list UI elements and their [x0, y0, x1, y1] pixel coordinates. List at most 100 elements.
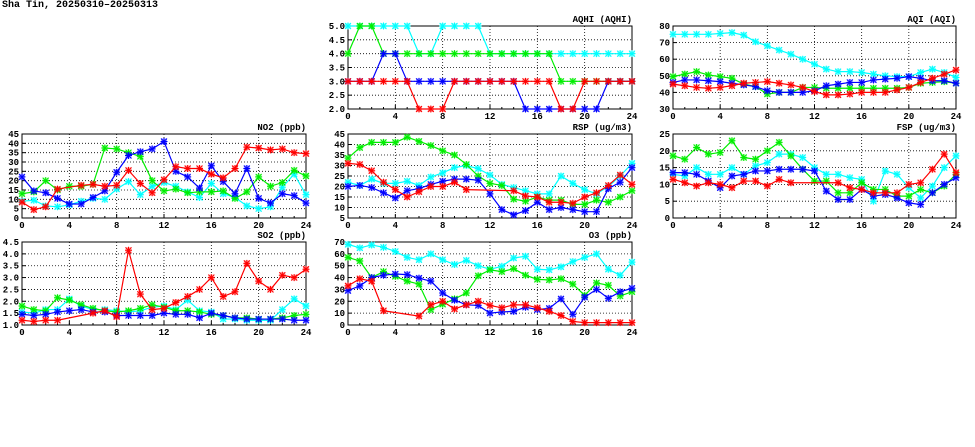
- chart-title: AQHI (AQHI): [573, 15, 632, 25]
- star-marker-icon: [498, 268, 506, 276]
- star-marker-icon: [593, 250, 600, 258]
- data-point: [858, 68, 866, 76]
- star-marker-icon: [557, 198, 565, 206]
- y-tick-label: 60: [334, 250, 345, 260]
- x-tick-label: 4: [67, 221, 73, 231]
- star-marker-icon: [704, 170, 712, 178]
- star-marker-icon: [498, 50, 506, 58]
- star-marker-icon: [763, 87, 771, 95]
- data-point: [628, 50, 636, 58]
- data-point: [439, 22, 447, 30]
- star-marker-icon: [302, 310, 310, 318]
- data-point: [243, 315, 251, 323]
- star-marker-icon: [834, 84, 842, 92]
- data-point: [54, 294, 61, 302]
- star-marker-icon: [681, 82, 689, 90]
- star-marker-icon: [148, 189, 156, 197]
- star-marker-icon: [593, 279, 600, 287]
- star-marker-icon: [427, 301, 435, 309]
- data-point: [113, 308, 121, 316]
- star-marker-icon: [693, 170, 701, 178]
- star-marker-icon: [545, 206, 553, 214]
- data-point: [18, 302, 26, 310]
- data-point: [486, 266, 494, 274]
- star-marker-icon: [545, 77, 553, 85]
- y-tick-label: 2.5: [329, 91, 345, 101]
- star-marker-icon: [545, 198, 553, 206]
- data-point: [243, 259, 251, 267]
- data-point: [557, 312, 565, 320]
- data-point: [474, 301, 482, 309]
- star-marker-icon: [763, 182, 771, 190]
- star-marker-icon: [787, 81, 795, 89]
- star-marker-icon: [427, 105, 435, 113]
- y-tick-label: 0: [665, 214, 670, 224]
- y-tick-label: 3.5: [3, 262, 19, 272]
- star-marker-icon: [716, 29, 724, 37]
- star-marker-icon: [557, 312, 565, 320]
- star-marker-icon: [160, 304, 168, 312]
- data-point: [403, 277, 411, 285]
- data-point: [881, 189, 889, 197]
- star-marker-icon: [380, 268, 387, 276]
- data-point: [403, 177, 411, 185]
- star-marker-icon: [893, 189, 901, 197]
- data-point: [136, 290, 144, 298]
- data-point: [368, 138, 376, 146]
- star-marker-icon: [54, 308, 61, 316]
- star-marker-icon: [569, 206, 577, 214]
- chart-aqhi: AQHI (AQHI) 2.0 2.5 3.0 3.5 4.0 4.5 5.0 0 4 8 12 16 2…: [329, 15, 638, 122]
- star-marker-icon: [628, 180, 636, 188]
- data-point: [881, 75, 889, 83]
- star-marker-icon: [403, 253, 411, 261]
- star-marker-icon: [510, 307, 518, 315]
- star-marker-icon: [740, 177, 748, 185]
- chart-title: AQI (AQI): [907, 15, 956, 25]
- y-tick-label: 25: [659, 130, 670, 140]
- data-point: [125, 178, 132, 186]
- data-point: [593, 189, 600, 197]
- star-marker-icon: [290, 192, 298, 200]
- data-point: [498, 304, 506, 312]
- star-marker-icon: [799, 55, 807, 63]
- star-marker-icon: [593, 208, 600, 216]
- star-marker-icon: [403, 177, 411, 185]
- star-marker-icon: [581, 200, 589, 208]
- x-tick-label: 12: [809, 112, 820, 122]
- y-tick-label: 25: [8, 167, 19, 177]
- star-marker-icon: [255, 205, 263, 213]
- data-point: [391, 77, 399, 85]
- data-point: [219, 178, 227, 186]
- star-marker-icon: [628, 187, 636, 195]
- data-point: [693, 68, 701, 76]
- data-point: [113, 168, 121, 176]
- star-marker-icon: [136, 290, 144, 298]
- y-tick-label: 1.5: [3, 309, 19, 319]
- star-marker-icon: [255, 315, 263, 323]
- data-point: [604, 281, 612, 289]
- data-point: [917, 68, 925, 76]
- data-point: [101, 182, 109, 190]
- data-point: [267, 199, 274, 207]
- star-marker-icon: [427, 277, 435, 285]
- y-tick-label: 5: [340, 214, 345, 224]
- star-marker-icon: [846, 196, 854, 204]
- star-marker-icon: [267, 203, 274, 211]
- data-point: [787, 50, 795, 58]
- star-marker-icon: [380, 77, 387, 85]
- star-marker-icon: [522, 301, 529, 309]
- data-point: [344, 154, 352, 162]
- data-point: [451, 261, 458, 269]
- star-marker-icon: [799, 154, 807, 162]
- data-point: [952, 174, 960, 182]
- star-marker-icon: [763, 147, 771, 155]
- data-point: [113, 181, 121, 189]
- data-point: [344, 240, 352, 248]
- data-point: [704, 170, 712, 178]
- star-marker-icon: [196, 165, 203, 173]
- star-marker-icon: [30, 196, 38, 204]
- star-marker-icon: [834, 80, 842, 88]
- data-point: [811, 167, 818, 175]
- star-marker-icon: [569, 77, 577, 85]
